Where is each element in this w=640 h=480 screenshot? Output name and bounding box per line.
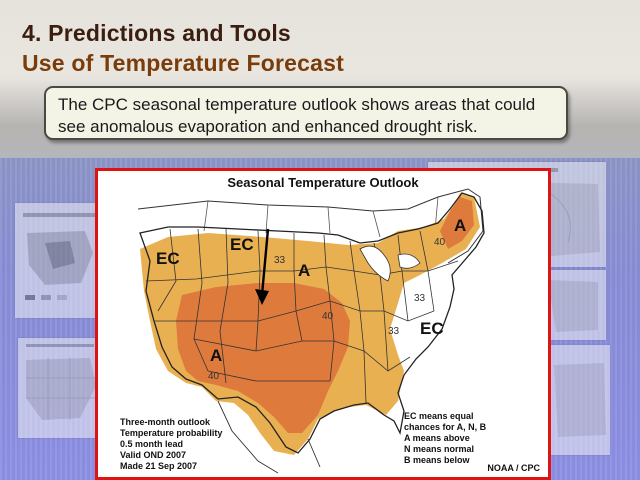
lead-info-line: Temperature probability bbox=[120, 428, 223, 438]
contour-label-33-north: 33 bbox=[274, 255, 286, 266]
slide-subtitle: Use of Temperature Forecast bbox=[22, 50, 344, 76]
thumbnail-map-graphic bbox=[23, 213, 97, 300]
above-normal-region-northeast bbox=[440, 197, 474, 249]
label-a-northeast: A bbox=[454, 216, 467, 235]
lead-info-line: Three-month outlook bbox=[120, 417, 210, 427]
contour-label-40-southwest: 40 bbox=[208, 371, 220, 382]
map-title: Seasonal Temperature Outlook bbox=[227, 175, 419, 190]
annotation-arrowhead bbox=[255, 289, 269, 305]
lead-info-line: Valid OND 2007 bbox=[120, 450, 187, 460]
outlook-map: Seasonal Temperature Outlook EC EC A A A… bbox=[95, 168, 551, 480]
label-a-southwest: A bbox=[210, 346, 223, 365]
legend-info-line: EC means equal bbox=[404, 411, 474, 421]
us-outlook-map-graphic bbox=[137, 188, 485, 474]
legend-info-line: N means normal bbox=[404, 444, 475, 454]
label-a-plains: A bbox=[298, 261, 311, 280]
lead-info: Three-month outlook Temperature probabil… bbox=[120, 417, 222, 472]
legend-info-line: B means below bbox=[404, 455, 470, 465]
slide-title: 4. Predictions and Tools bbox=[22, 20, 291, 46]
mexico-outline bbox=[217, 400, 321, 474]
great-lakes bbox=[359, 245, 421, 282]
lead-info-line: Made 21 Sep 2007 bbox=[120, 461, 198, 471]
contour-label-33-east: 33 bbox=[414, 293, 426, 304]
thumbnail-map-graphic bbox=[26, 344, 96, 420]
annotation-arrow bbox=[260, 228, 270, 296]
label-ec-north: EC bbox=[230, 235, 254, 254]
contour-label-33-southeast: 33 bbox=[388, 326, 400, 337]
callout-box: The CPC seasonal temperature outlook sho… bbox=[44, 86, 568, 140]
background-thumbnail-map bbox=[548, 345, 610, 455]
callout-text: The CPC seasonal temperature outlook sho… bbox=[58, 95, 536, 136]
label-ec-southeast: EC bbox=[420, 319, 444, 338]
thumbnail-map-graphic bbox=[548, 280, 598, 332]
legend-info-line: chances for A, N, B bbox=[404, 422, 487, 432]
legend-info-line: A means above bbox=[404, 433, 470, 443]
map-credit: NOAA / CPC bbox=[487, 463, 540, 473]
background-thumbnail-map bbox=[18, 338, 103, 438]
above-normal-region-dark bbox=[176, 283, 350, 433]
contour-label-40-plains: 40 bbox=[322, 311, 334, 322]
legend-info: EC means equal chances for A, N, B A mea… bbox=[404, 411, 486, 466]
background-thumbnail-map bbox=[15, 203, 105, 318]
canada-outline bbox=[137, 188, 484, 264]
label-ec-west: EC bbox=[156, 249, 180, 268]
lead-info-line: 0.5 month lead bbox=[120, 439, 184, 449]
canada-lines bbox=[203, 196, 439, 242]
thumbnail-map-graphic bbox=[554, 363, 606, 437]
us-outline bbox=[139, 192, 485, 454]
contour-label-40-northeast: 40 bbox=[434, 237, 446, 248]
